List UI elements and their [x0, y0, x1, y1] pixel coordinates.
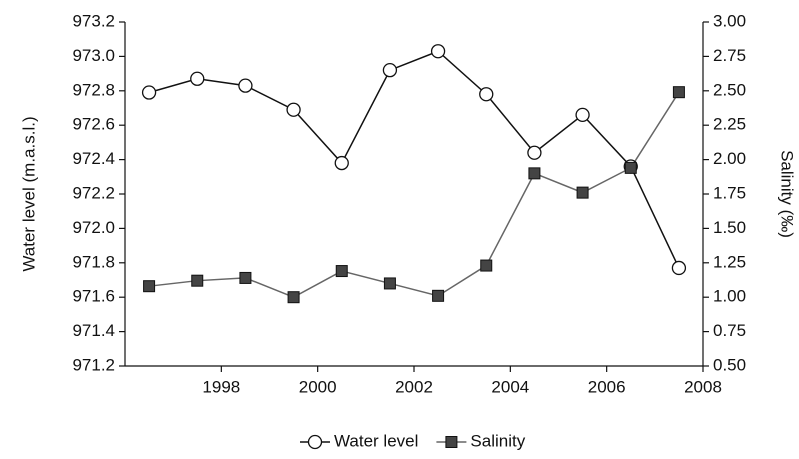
x-tick-label: 2000 [299, 377, 337, 396]
x-tick-label: 2002 [395, 377, 433, 396]
y2-tick-label: 2.75 [713, 46, 746, 65]
legend-marker [307, 434, 323, 450]
y2-axis-label: Salinity (‰) [778, 150, 797, 238]
y2-tick-label: 1.75 [713, 183, 746, 202]
y-tick-label: 972.6 [72, 115, 115, 134]
y2-tick-label: 2.50 [713, 80, 746, 99]
series-line [148, 91, 680, 299]
data-point [527, 145, 542, 160]
data-point [575, 107, 590, 123]
y2-tick-label: 0.75 [713, 321, 746, 340]
data-point [239, 271, 252, 284]
data-point [143, 280, 156, 293]
y2-tick-label: 2.00 [713, 149, 746, 168]
data-point [141, 85, 157, 100]
y-tick-label: 971.6 [72, 287, 115, 306]
y2-tick-label: 0.50 [713, 355, 746, 374]
legend-marker [445, 436, 458, 448]
data-point [624, 161, 637, 174]
data-point [382, 63, 398, 78]
y-tick-label: 971.8 [72, 252, 115, 271]
y-tick-label: 972.4 [72, 149, 115, 168]
data-point [576, 186, 589, 199]
data-point [287, 291, 300, 304]
y-axis-label: Water level (m.a.s.l.) [19, 116, 38, 271]
data-point [528, 167, 541, 180]
data-point [191, 274, 204, 287]
y-tick-label: 971.2 [72, 355, 115, 374]
y2-tick-label: 3.00 [713, 11, 746, 30]
legend-label: Water level [334, 431, 418, 450]
x-tick-label: 1998 [202, 377, 240, 396]
y2-tick-label: 2.25 [713, 115, 746, 134]
data-point [432, 289, 445, 302]
x-tick-label: 2006 [588, 377, 626, 396]
data-point [672, 86, 685, 99]
data-point [480, 259, 493, 272]
data-point [383, 277, 396, 290]
data-point [334, 155, 349, 171]
data-point [286, 102, 301, 117]
data-point [671, 260, 687, 276]
y-tick-label: 971.4 [72, 321, 115, 340]
series-line [148, 50, 680, 269]
data-point [335, 265, 348, 278]
y-tick-label: 973.2 [72, 11, 115, 30]
y-tick-label: 972.8 [72, 80, 115, 99]
legend-label: Salinity [470, 431, 525, 450]
x-tick-label: 2004 [491, 377, 529, 396]
y2-tick-label: 1.00 [713, 287, 746, 306]
y2-tick-label: 1.25 [713, 252, 746, 271]
data-point [190, 71, 205, 86]
data-point [238, 78, 253, 93]
data-point [430, 44, 446, 59]
x-tick-label: 2008 [684, 377, 722, 396]
y-tick-label: 972.0 [72, 218, 115, 237]
data-point [479, 87, 494, 102]
y2-tick-label: 1.50 [713, 218, 746, 237]
y-tick-label: 973.0 [72, 46, 115, 65]
y-tick-label: 972.2 [72, 183, 115, 202]
